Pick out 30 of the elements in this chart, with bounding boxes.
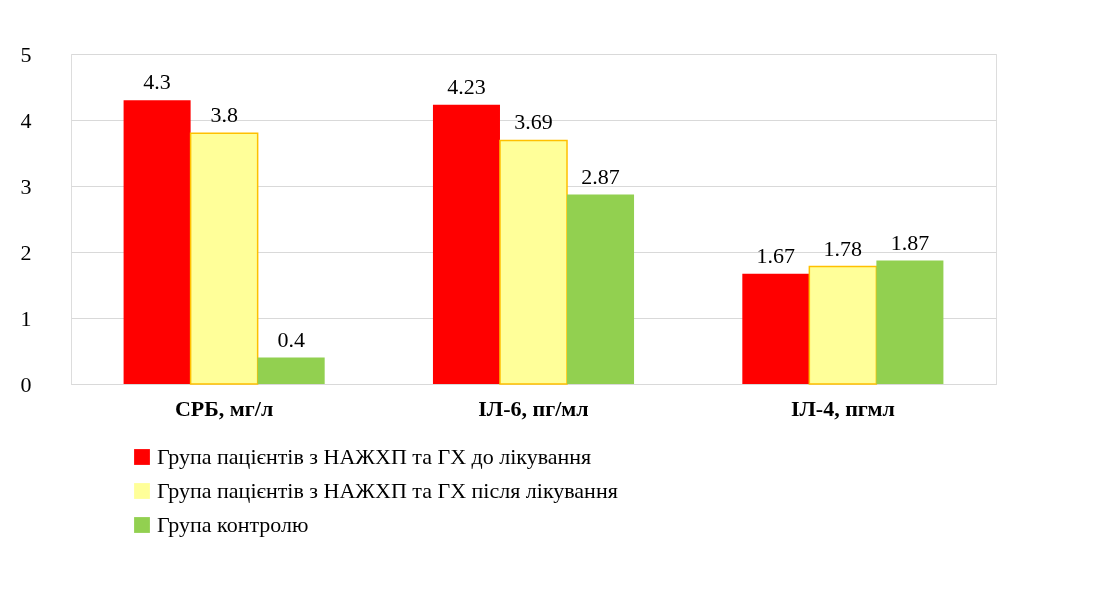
data-label: 4.23: [447, 73, 486, 99]
data-label: 0.4: [277, 326, 305, 352]
bar: [123, 100, 191, 384]
data-label: 1.67: [756, 242, 796, 268]
y-tick-label: 0: [20, 371, 32, 397]
data-label: 2.87: [581, 163, 620, 189]
x-tick-label: СРБ, мг/л: [174, 395, 274, 421]
legend-label: Група контролю: [157, 512, 309, 537]
x-tick-label: ІЛ-4, пгмл: [790, 395, 895, 421]
y-tick-label: 3: [20, 173, 32, 199]
x-tick-label: ІЛ-6, пг/мл: [478, 395, 589, 421]
legend-label: Група пацієнтів з НАЖХП та ГХ після лікування: [157, 478, 618, 503]
data-label: 3.8: [210, 102, 238, 128]
bar: [499, 139, 568, 385]
bar: [876, 260, 944, 384]
bar: [742, 273, 810, 384]
bar: [189, 132, 259, 385]
data-label: 1.87: [890, 229, 930, 255]
legend-label: Група пацієнтів з НАЖХП та ГХ до лікування: [157, 444, 592, 469]
bar: [567, 194, 635, 384]
data-label: 4.3: [143, 69, 171, 95]
y-tick-label: 2: [20, 239, 32, 265]
data-label: 3.69: [514, 109, 553, 135]
bar: [808, 265, 878, 385]
y-tick-label: 1: [20, 305, 32, 331]
y-tick-label: 5: [20, 41, 32, 67]
bar: [432, 104, 500, 384]
data-label: 1.78: [823, 235, 863, 261]
y-tick-label: 4: [20, 107, 32, 133]
bar: [257, 357, 325, 384]
